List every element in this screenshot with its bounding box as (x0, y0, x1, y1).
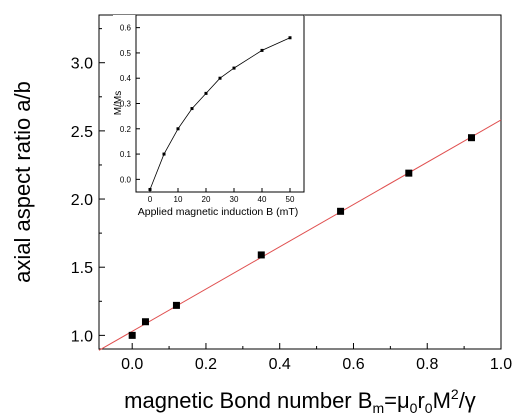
main-axis-ticks: 0.0 0.2 0.4 0.6 0.8 1.0 1.0 1.5 2.0 2.5 3.0 (71, 28, 512, 373)
inset-x-tick-label: 0 (148, 195, 153, 204)
main-data-point (128, 331, 136, 339)
x-label-part: M (433, 388, 451, 413)
inset-background (113, 15, 305, 197)
inset-x-tick-label: 30 (230, 195, 239, 204)
main-x-axis-label: magnetic Bond number Bm=μ0r0M2/γ (124, 386, 476, 416)
inset-data-point (260, 48, 264, 52)
main-x-tick-label: 1.0 (490, 356, 512, 373)
inset-data-point (204, 91, 208, 95)
inset-data-point (288, 36, 292, 40)
inset-y-tick-label: 0.1 (120, 150, 132, 159)
x-label-sup: 2 (451, 386, 459, 402)
main-y-tick-label: 2.0 (71, 192, 93, 209)
inset-x-axis-label: Applied magnetic induction B (mT) (138, 206, 299, 218)
main-x-tick-label: 0.6 (342, 356, 364, 373)
inset-data-point (232, 66, 236, 70)
main-data-point (257, 251, 265, 259)
inset-y-tick-label: 0.0 (120, 175, 132, 184)
main-data-points (128, 134, 475, 339)
main-y-tick-label: 1.0 (71, 328, 93, 345)
main-data-point (172, 301, 180, 309)
main-data-point (467, 134, 475, 142)
inset-data-point (176, 127, 180, 131)
inset-chart: 0 10 20 30 40 50 0.0 0.1 0.2 0.3 0.4 0.5 0.6 M/Ms Ap… (113, 14, 305, 218)
inset-data-point (218, 76, 222, 80)
inset-axis-ticks: 0 10 20 30 40 50 0.0 0.1 0.2 0.3 0.4 0.5 0.6 (120, 24, 295, 204)
x-label-part: /γ (459, 388, 476, 413)
main-y-tick-label: 2.5 (71, 124, 93, 141)
inset-x-tick-label: 10 (174, 195, 183, 204)
inset-data-points (148, 36, 292, 191)
main-x-tick-label: 0.2 (195, 356, 217, 373)
x-label-part: r (417, 388, 424, 413)
main-x-tick-label: 0.4 (269, 356, 291, 373)
main-x-tick-label: 0.0 (121, 356, 143, 373)
main-chart: 0.0 0.2 0.4 0.6 0.8 1.0 1.0 1.5 2.0 2.5 3.0 axial … (10, 14, 512, 416)
inset-x-tick-label: 20 (202, 195, 211, 204)
x-label-part: =μ (384, 388, 410, 413)
main-data-point (141, 318, 149, 326)
inset-y-axis-label: M/Ms (113, 91, 124, 115)
main-y-axis-label: axial aspect ratio a/b (10, 81, 35, 283)
inset-data-point (162, 152, 166, 156)
inset-y-tick-label: 0.6 (120, 24, 132, 33)
main-y-tick-label: 1.5 (71, 260, 93, 277)
inset-y-tick-label: 0.2 (120, 125, 132, 134)
main-data-point (337, 207, 345, 215)
x-label-sub: 0 (410, 400, 418, 416)
inset-x-tick-label: 50 (286, 195, 295, 204)
main-fit-line (98, 119, 502, 351)
main-y-tick-label: 3.0 (71, 56, 93, 73)
main-fit-line-group (98, 119, 502, 351)
inset-y-tick-label: 0.3 (120, 100, 132, 109)
inset-y-tick-label: 0.4 (120, 74, 132, 83)
inset-data-point (148, 187, 152, 191)
inset-x-tick-label: 40 (258, 195, 267, 204)
x-label-sub: 0 (425, 400, 433, 416)
main-x-tick-label: 0.8 (416, 356, 438, 373)
x-label-part: magnetic Bond number B (124, 388, 372, 413)
inset-y-tick-label: 0.5 (120, 49, 132, 58)
x-label-sub: m (372, 400, 384, 416)
inset-data-point (190, 107, 194, 111)
main-data-point (405, 169, 413, 177)
